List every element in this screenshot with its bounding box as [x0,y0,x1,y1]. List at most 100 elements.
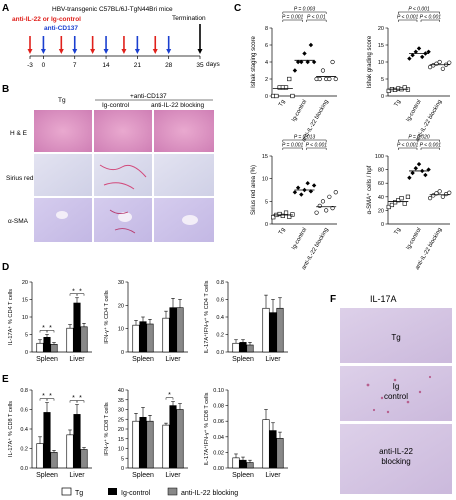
bar [246,344,254,353]
bar [36,443,44,469]
data-point [305,59,310,65]
data-point [447,60,452,65]
significance-star: * [168,392,171,399]
data-point [271,215,276,220]
bar [66,434,74,469]
x-category-label: Ig-control [291,99,308,123]
timeline-title: HBV-transgenic C57BL/6J-TgN44Bri mice [52,6,173,13]
timeline-tick-label: 28 [165,62,173,69]
sma-staining [109,209,136,234]
bar [146,323,154,353]
bar [162,424,170,469]
data-point [283,210,289,215]
timeline-tick-label: -3 [27,62,33,69]
x-group-label: Spleen [36,356,58,363]
data-point [305,181,310,186]
significance-bracket [282,19,303,22]
red-arrow-head [121,49,127,54]
p-value-label: P = 0.003 [294,7,316,13]
data-point [330,59,335,65]
col-header-anti-cd137: +anti-CD137 [130,93,167,100]
x-category-label: Tg [278,227,287,236]
y-tick-label: 0 [121,466,124,472]
y-tick-label: 0.0 [216,350,224,356]
bar [50,343,58,353]
bar-chart-E1: 0.0 0.2 0.4 0.6 0.8 IL-17A⁺ % CD8 T cells Sple… [7,388,92,479]
ihc-row-label-tg: Tg [391,333,400,342]
data-point [413,166,418,171]
x-category-label: Ig-control [291,227,308,251]
significance-bracket [282,11,327,14]
significance-bracket [76,400,85,403]
data-point [410,53,415,58]
data-point [407,56,412,61]
bar [169,307,177,353]
p-value-label: P < 0.01 [307,15,326,21]
data-point [290,93,295,99]
data-point [320,68,326,73]
bar [269,312,277,353]
data-point [402,201,407,206]
p-value-label: P = 0.001 [282,143,304,149]
y-tick-label: 20 [22,280,28,286]
x-group-label: Spleen [132,356,154,363]
micrograph-he-tg [34,110,92,152]
micrograph-he-ig [94,110,152,152]
data-point [311,59,317,65]
data-point [427,196,433,201]
p-value-label: P = 0.020 [408,135,430,141]
row-label-sirius: Sirius red [6,175,34,182]
y-axis-label: Ishak grading score [367,35,373,88]
bar [139,416,147,469]
y-tick-label: 0.8 [20,388,28,394]
red-arrow-head [27,49,33,54]
data-point [295,185,301,190]
y-axis-label: Ishak staging score [251,35,257,87]
x-category-label: Tg [393,99,402,108]
bar [169,405,177,469]
blue-arrow-head [103,49,109,54]
data-point [283,85,289,90]
data-point [434,191,439,196]
data-point [399,196,404,201]
y-tick-label: 10 [118,327,124,333]
data-point [317,76,322,82]
bar [146,420,154,469]
sirius-fibers [99,164,147,190]
bar [239,342,247,353]
bar [43,336,51,353]
red-arrow-head [58,49,64,54]
panel-label-d: D [2,262,9,273]
panel-label-e: E [2,374,9,385]
significance-bracket [420,19,440,22]
x-category-label: Tg [393,227,402,236]
panel-label-c: C [234,3,241,14]
data-point [437,189,442,194]
x-group-label: Liver [69,472,85,479]
blue-arrow-head [40,49,46,54]
bar [239,459,247,469]
y-tick-label: 0 [381,222,384,228]
data-point [447,190,452,195]
red-arrow-head [90,49,96,54]
x-group-label: Liver [69,356,85,363]
bar [43,412,51,469]
bar [73,414,81,469]
timeline-tick-label: 0 [42,62,46,69]
y-tick-label: 0.06 [213,419,224,425]
timeline-tick-label: 21 [134,62,142,69]
data-point [426,49,431,54]
y-tick-label: 6 [265,43,268,49]
y-tick-label: 15 [118,437,124,443]
termination-arrow-head [197,49,203,54]
data-point [320,199,326,204]
y-tick-label: 10 [118,447,124,453]
termination-label: Termination [172,15,206,22]
data-point [314,210,319,215]
y-tick-label: 0.2 [216,333,224,339]
bar [162,317,170,353]
data-point [290,212,295,217]
p-value-label: P < 0.001 [306,143,328,149]
